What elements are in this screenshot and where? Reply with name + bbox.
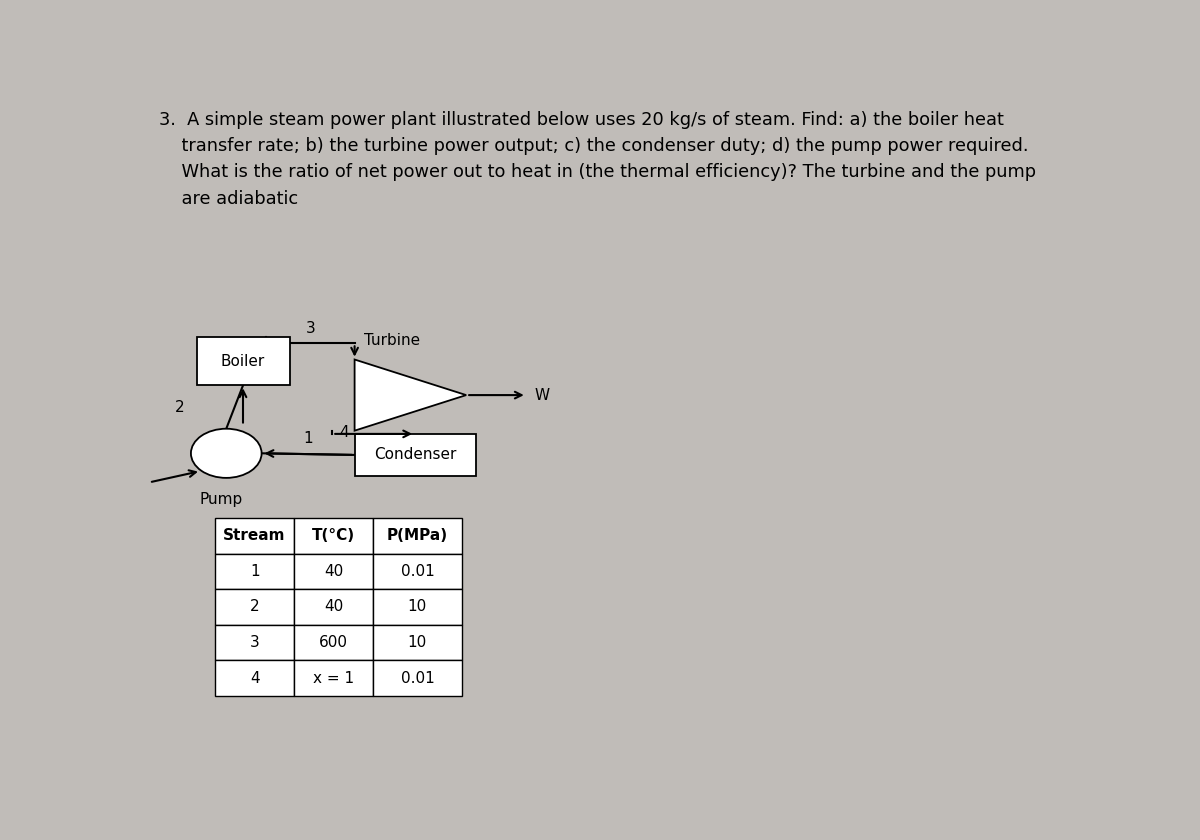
Text: 3.  A simple steam power plant illustrated below uses 20 kg/s of steam. Find: a): 3. A simple steam power plant illustrate…	[160, 111, 1037, 207]
FancyBboxPatch shape	[294, 625, 373, 660]
Text: P(MPa): P(MPa)	[386, 528, 448, 543]
FancyBboxPatch shape	[215, 589, 294, 625]
FancyBboxPatch shape	[373, 625, 462, 660]
Text: 40: 40	[324, 564, 343, 579]
Text: 1: 1	[304, 432, 313, 446]
Text: 0.01: 0.01	[401, 564, 434, 579]
Text: 10: 10	[408, 600, 427, 614]
Text: x = 1: x = 1	[313, 670, 354, 685]
FancyBboxPatch shape	[215, 518, 294, 554]
Text: 40: 40	[324, 600, 343, 614]
FancyBboxPatch shape	[215, 660, 294, 696]
Text: W: W	[534, 387, 550, 402]
FancyBboxPatch shape	[355, 434, 475, 476]
Text: 4: 4	[340, 425, 349, 440]
Text: 3: 3	[306, 321, 316, 336]
Text: 1: 1	[250, 564, 259, 579]
Polygon shape	[355, 360, 467, 431]
FancyBboxPatch shape	[373, 589, 462, 625]
FancyBboxPatch shape	[294, 589, 373, 625]
FancyBboxPatch shape	[215, 554, 294, 589]
FancyBboxPatch shape	[373, 660, 462, 696]
Text: Condenser: Condenser	[374, 448, 456, 463]
Text: 10: 10	[408, 635, 427, 650]
Text: Stream: Stream	[223, 528, 286, 543]
FancyBboxPatch shape	[294, 660, 373, 696]
FancyBboxPatch shape	[197, 337, 289, 386]
Text: 4: 4	[250, 670, 259, 685]
FancyBboxPatch shape	[215, 625, 294, 660]
FancyBboxPatch shape	[373, 518, 462, 554]
Text: 0.01: 0.01	[401, 670, 434, 685]
Text: Boiler: Boiler	[221, 354, 265, 369]
FancyBboxPatch shape	[294, 554, 373, 589]
Text: 2: 2	[175, 400, 185, 415]
FancyBboxPatch shape	[294, 518, 373, 554]
Text: T(°C): T(°C)	[312, 528, 355, 543]
Text: 600: 600	[319, 635, 348, 650]
Text: 3: 3	[250, 635, 259, 650]
Text: Turbine: Turbine	[364, 333, 420, 348]
Text: 2: 2	[250, 600, 259, 614]
FancyBboxPatch shape	[373, 554, 462, 589]
Text: Pump: Pump	[200, 492, 244, 507]
Circle shape	[191, 428, 262, 478]
